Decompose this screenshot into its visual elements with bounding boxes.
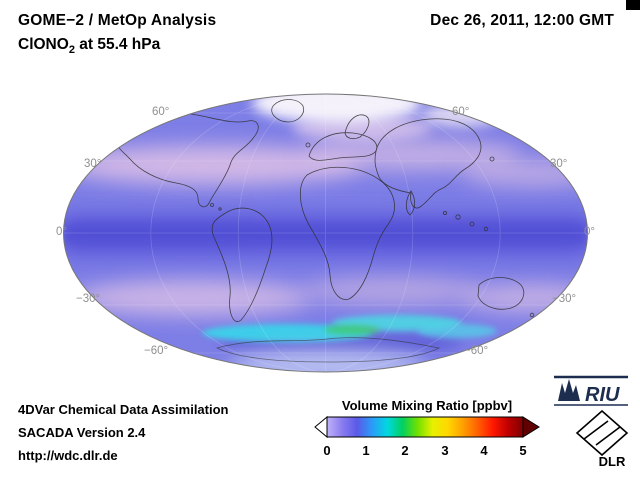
lat-label-60n-left: 60° [152,106,170,118]
dlr-logo-swoosh-upper [583,420,609,440]
lat-label-30s-left: −30° [76,293,101,305]
lat-label-30n-left: 30° [84,158,102,170]
map-data-layer [63,94,588,372]
map-boundary [63,93,588,373]
subtitle: ClONO2 at 55.4 hPa [18,36,160,56]
riu-logo-spire-icon [558,379,580,401]
riu-logo: RIU [554,375,628,406]
dlr-logo: DLR [575,410,629,468]
subtitle-level: at 55.4 hPa [74,36,161,53]
colorbar-title: Volume Mixing Ratio [ppbv] [341,398,513,413]
footer-line-version: SACADA Version 2.4 [18,425,146,440]
world-map [63,93,588,373]
dlr-logo-text: DLR [599,454,626,468]
footer-line-assimilation: 4DVar Chemical Data Assimilation [18,402,229,417]
colorbar-tick-3: 3 [441,443,449,458]
lat-label-60s-left: −60° [144,345,169,357]
colorbar-gradient-bar [326,416,524,438]
colorbar-tick-2: 2 [401,443,409,458]
lat-label-60s-right: −60° [464,345,489,357]
subtitle-subscript: 2 [68,44,75,57]
colorbar-tick-1: 1 [362,443,370,458]
lat-label-30n-right: 30° [550,158,568,170]
lat-label-30s-right: −30° [552,293,577,305]
footer-line-url: http://wdc.dlr.de [18,448,118,463]
coastlines [118,99,538,363]
lat-label-60n-right: 60° [452,106,470,118]
riu-logo-text: RIU [585,384,620,406]
corner-mark [626,0,640,10]
datetime-label: Dec 26, 2011, 12:00 GMT [430,12,614,29]
colorbar-over-arrow [522,416,540,438]
colorbar-under-arrow [314,416,328,438]
colorbar-tick-4: 4 [480,443,488,458]
dlr-logo-swoosh-lower [595,426,621,446]
colorbar-tick-5: 5 [519,443,527,458]
page-title: GOME−2 / MetOp Analysis [18,12,217,29]
subtitle-compound: ClONO [18,36,69,53]
colorbar-tick-0: 0 [323,443,331,458]
lat-label-0-left: 0° [56,226,67,238]
dlr-logo-diamond-icon [575,410,629,457]
colorbar [314,416,540,438]
lat-label-0-right: 0° [584,226,595,238]
